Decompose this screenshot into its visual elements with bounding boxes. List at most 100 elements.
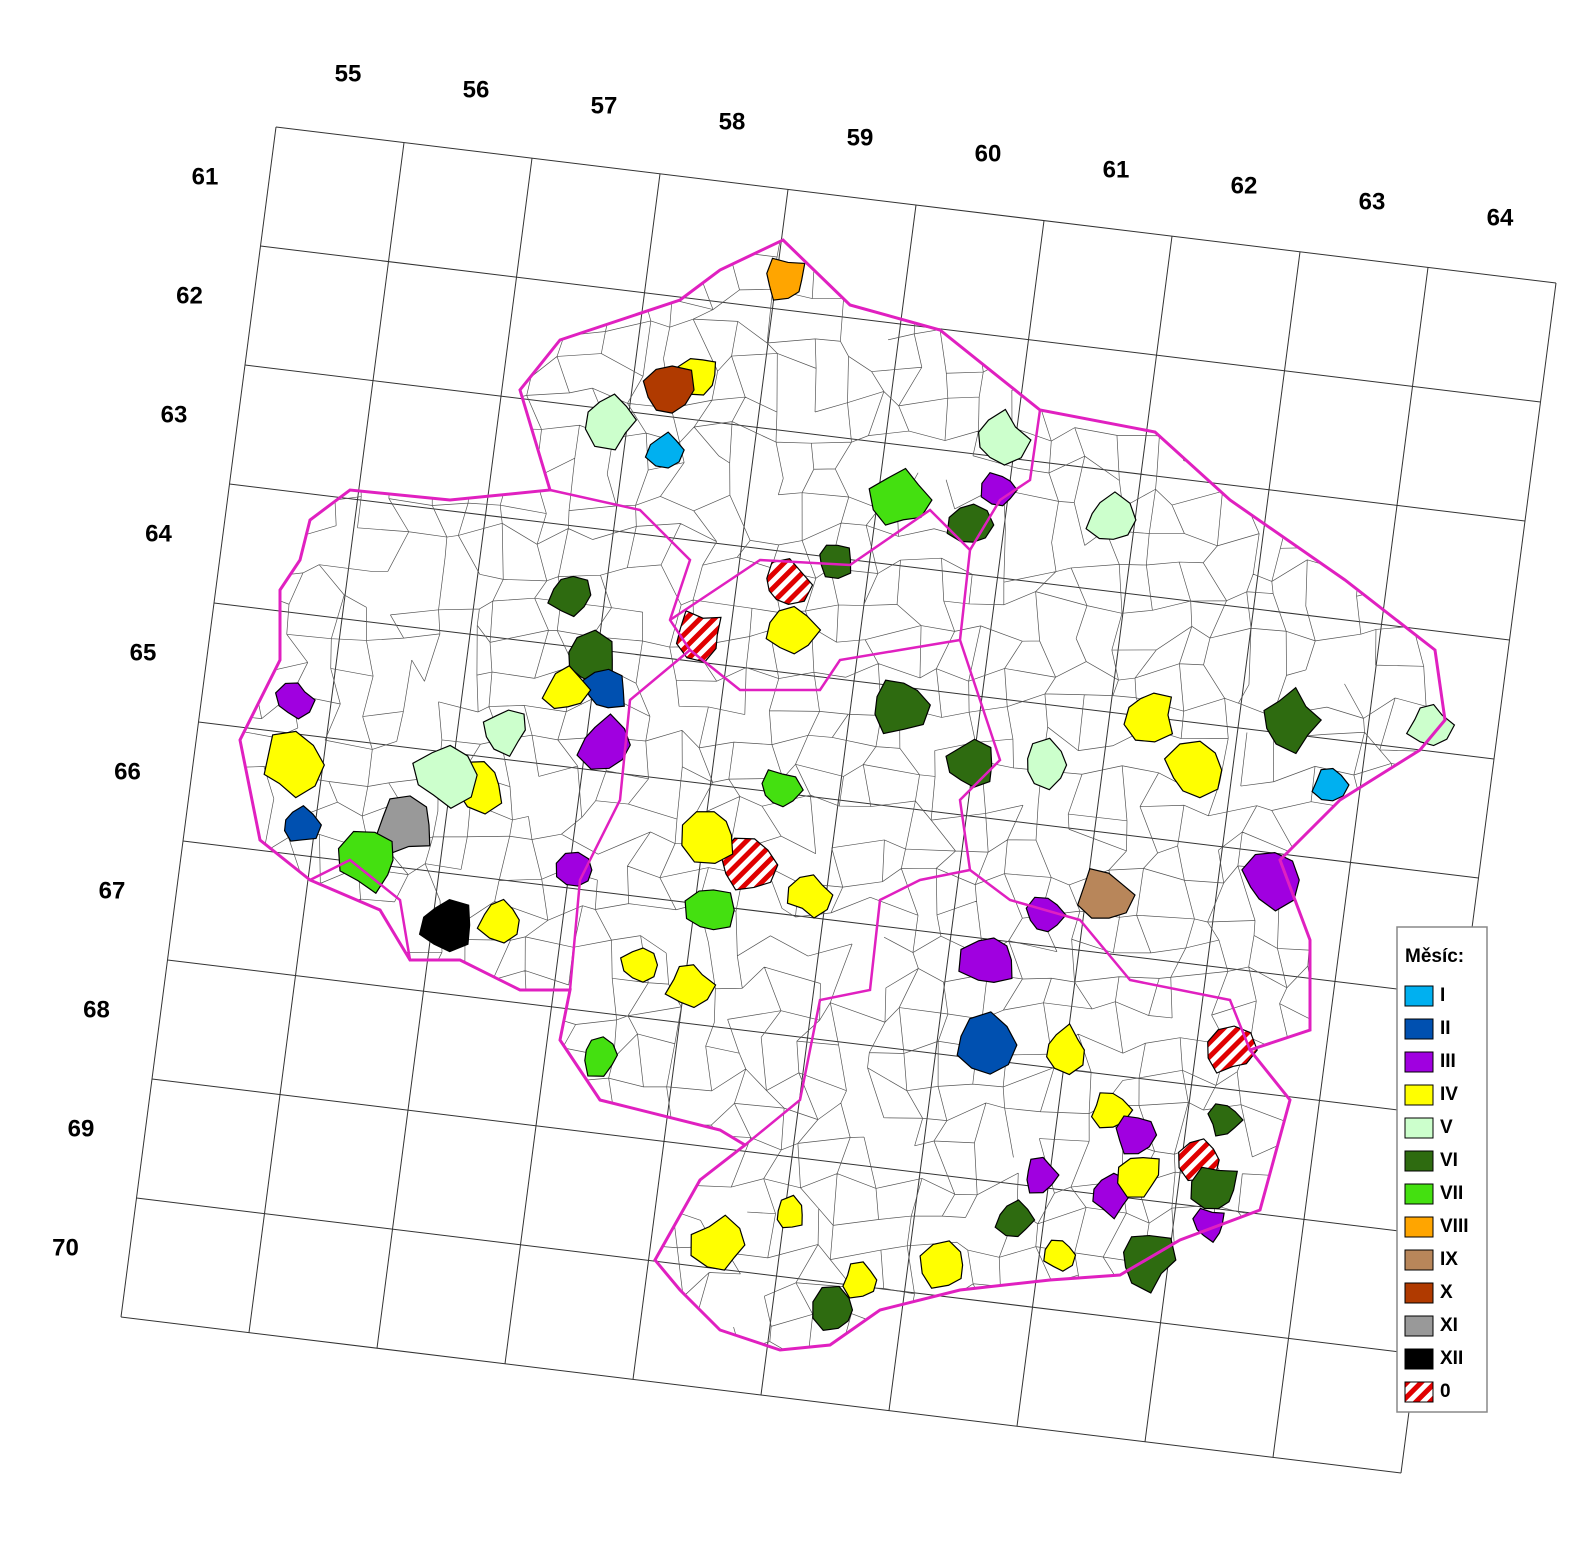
patch bbox=[761, 769, 804, 808]
region-border bbox=[309, 858, 412, 961]
legend-label: X bbox=[1440, 1282, 1453, 1303]
region-borders bbox=[238, 238, 1447, 1352]
legend-swatch bbox=[1404, 1117, 1434, 1139]
patch bbox=[412, 744, 478, 809]
patch bbox=[1122, 1234, 1177, 1294]
grid-line bbox=[167, 959, 1448, 1117]
grid-line bbox=[244, 364, 1526, 522]
row-label: 67 bbox=[99, 877, 126, 904]
row-label: 63 bbox=[161, 401, 188, 428]
patch bbox=[274, 682, 316, 720]
patch bbox=[1043, 1239, 1077, 1272]
patch bbox=[980, 471, 1018, 507]
municipality-lines bbox=[240, 240, 1445, 1350]
patch bbox=[868, 467, 933, 526]
patch bbox=[690, 1214, 746, 1271]
column-label: 58 bbox=[719, 108, 746, 135]
legend-swatch bbox=[1404, 1051, 1434, 1073]
legend-swatch bbox=[1404, 1348, 1434, 1370]
patch bbox=[1207, 1103, 1244, 1137]
patch bbox=[977, 408, 1032, 466]
patch bbox=[946, 503, 995, 543]
column-label: 61 bbox=[1103, 156, 1130, 183]
legend-label: IX bbox=[1440, 1249, 1458, 1270]
region-border bbox=[669, 508, 1002, 1146]
row-label: 64 bbox=[145, 520, 172, 547]
legend-swatch bbox=[1404, 1084, 1434, 1106]
patch bbox=[1405, 703, 1456, 747]
observation-patches bbox=[263, 257, 1456, 1332]
patch bbox=[874, 679, 931, 735]
patch bbox=[283, 805, 323, 842]
patch bbox=[776, 1194, 803, 1229]
patch bbox=[1163, 740, 1223, 799]
municipality-borders bbox=[240, 240, 1445, 1350]
row-label: 65 bbox=[130, 639, 157, 666]
patch bbox=[956, 1011, 1018, 1075]
legend-label: V bbox=[1440, 1117, 1453, 1138]
legend-swatch bbox=[1404, 985, 1434, 1007]
legend-label: III bbox=[1440, 1051, 1456, 1072]
patch bbox=[541, 665, 592, 710]
region-border bbox=[968, 409, 1042, 551]
region-border bbox=[689, 638, 961, 692]
patch bbox=[584, 393, 638, 451]
grid-line bbox=[260, 245, 1541, 403]
patch bbox=[1190, 1166, 1239, 1210]
column-label: 56 bbox=[463, 76, 490, 103]
patch bbox=[812, 1285, 854, 1332]
patch bbox=[675, 609, 722, 663]
row-label: 69 bbox=[68, 1115, 95, 1142]
patch bbox=[482, 709, 526, 758]
legend-swatch bbox=[1404, 1282, 1434, 1304]
patch bbox=[547, 575, 592, 618]
legend-swatch bbox=[1404, 1216, 1434, 1238]
legend-label: IV bbox=[1440, 1084, 1458, 1105]
column-label: 60 bbox=[975, 140, 1002, 167]
legend-swatch bbox=[1404, 1315, 1434, 1337]
patch bbox=[418, 899, 471, 953]
patch bbox=[766, 558, 814, 605]
patch bbox=[576, 713, 631, 770]
patch bbox=[1311, 767, 1350, 802]
patch bbox=[1027, 737, 1068, 791]
patch bbox=[1192, 1207, 1225, 1244]
patch bbox=[644, 431, 685, 469]
patch bbox=[786, 874, 834, 919]
legend-label: I bbox=[1440, 985, 1445, 1006]
legend-title: Měsíc: bbox=[1405, 946, 1464, 967]
patch bbox=[681, 811, 734, 864]
column-label: 64 bbox=[1487, 204, 1514, 231]
legend-swatch bbox=[1404, 1150, 1434, 1172]
patch bbox=[263, 730, 325, 799]
grid-line bbox=[120, 1316, 1402, 1474]
patch bbox=[1123, 692, 1174, 743]
legend-label: VIII bbox=[1440, 1216, 1469, 1237]
patch bbox=[994, 1199, 1036, 1238]
legend-label: XI bbox=[1440, 1315, 1458, 1336]
grid bbox=[120, 126, 1557, 1474]
patch bbox=[642, 365, 695, 414]
patch bbox=[958, 937, 1013, 983]
patch bbox=[664, 964, 717, 1009]
patch bbox=[584, 1036, 619, 1077]
grid-line bbox=[136, 1197, 1417, 1355]
legend-label: XII bbox=[1440, 1348, 1463, 1369]
legend-label: II bbox=[1440, 1018, 1451, 1039]
column-label: 59 bbox=[847, 124, 874, 151]
row-label: 62 bbox=[176, 282, 203, 309]
row-label: 68 bbox=[83, 996, 110, 1023]
legend-swatch bbox=[1404, 1249, 1434, 1271]
grid-line bbox=[275, 126, 1557, 284]
patch bbox=[1115, 1115, 1158, 1155]
outer-border bbox=[238, 238, 1447, 1352]
patch bbox=[1085, 491, 1137, 540]
column-label: 62 bbox=[1231, 172, 1258, 199]
legend-swatch bbox=[1404, 1183, 1434, 1205]
patch bbox=[766, 257, 806, 301]
patch bbox=[819, 544, 852, 580]
column-label: 55 bbox=[335, 60, 362, 87]
patch bbox=[1026, 1156, 1060, 1194]
grid-line bbox=[198, 721, 1479, 879]
